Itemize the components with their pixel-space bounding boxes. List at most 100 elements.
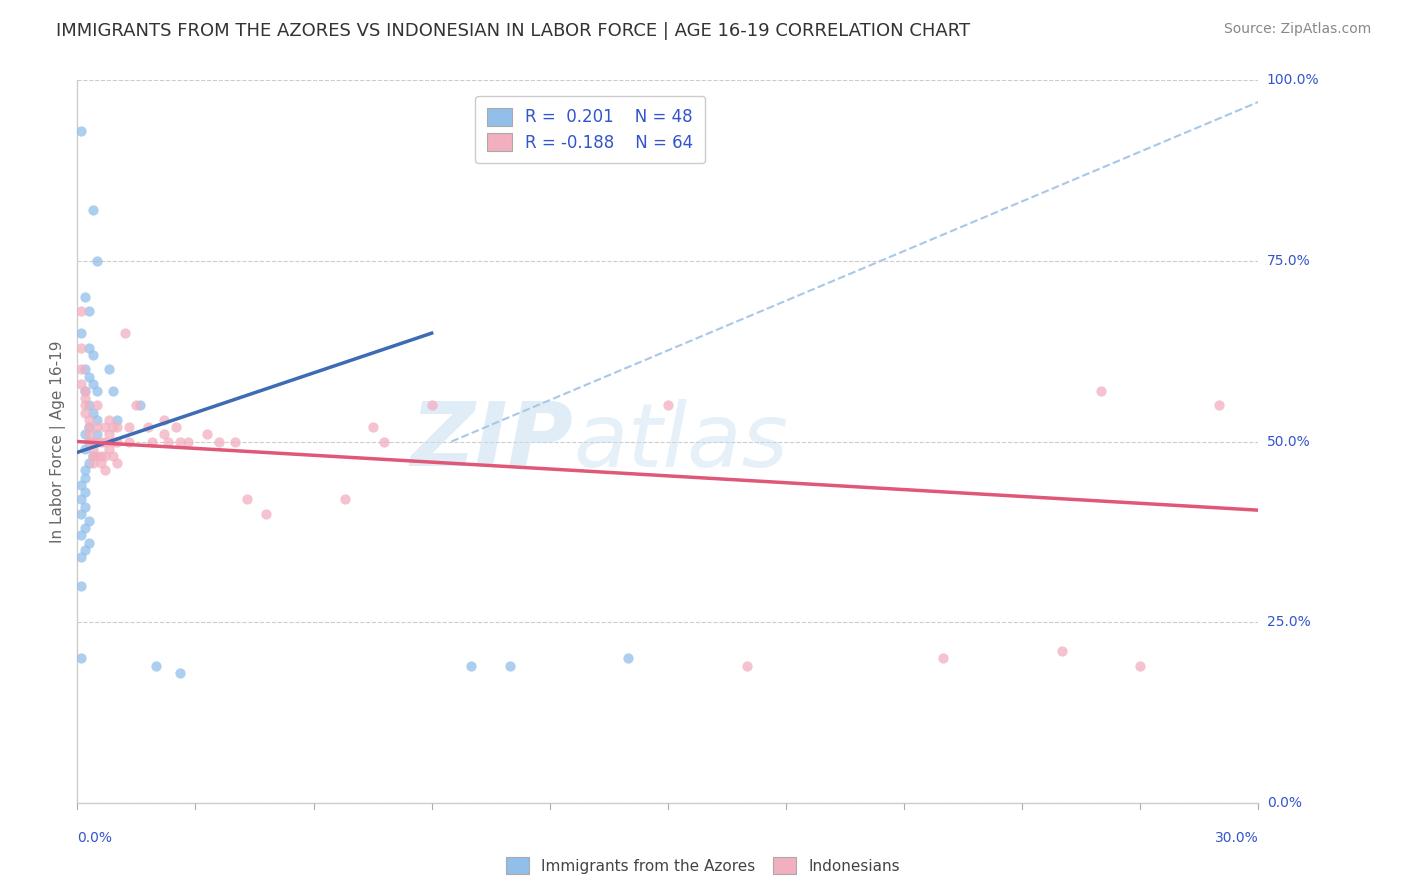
Point <box>70 124 93 138</box>
Point <box>70 651 93 665</box>
Text: 100.0%: 100.0% <box>1267 73 1319 87</box>
Point <box>75 542 97 557</box>
Point <box>75 406 97 420</box>
Point <box>86 434 108 449</box>
Point <box>86 427 108 442</box>
Point <box>136 420 159 434</box>
Point <box>97 427 120 442</box>
Point <box>735 658 758 673</box>
Point <box>117 434 139 449</box>
Point <box>70 478 93 492</box>
Point <box>70 579 93 593</box>
Legend: Immigrants from the Azores, Indonesians: Immigrants from the Azores, Indonesians <box>499 851 907 880</box>
Point <box>1090 384 1112 398</box>
Point <box>77 434 100 449</box>
Text: Source: ZipAtlas.com: Source: ZipAtlas.com <box>1223 22 1371 37</box>
Point <box>70 550 93 565</box>
Point <box>114 326 136 340</box>
Point <box>77 369 100 384</box>
Point <box>932 651 955 665</box>
Point <box>75 500 97 514</box>
Point <box>156 434 179 449</box>
Point <box>141 434 163 449</box>
Point <box>373 434 395 449</box>
Point <box>77 413 100 427</box>
Point <box>75 442 97 456</box>
Point <box>77 434 100 449</box>
Point <box>82 449 104 463</box>
Point <box>254 507 277 521</box>
Point <box>77 456 100 470</box>
Point <box>75 521 97 535</box>
Point <box>75 290 97 304</box>
Text: 75.0%: 75.0% <box>1267 254 1310 268</box>
Point <box>82 434 104 449</box>
Point <box>101 420 124 434</box>
Point <box>460 658 482 673</box>
Point <box>86 398 108 412</box>
Text: atlas: atlas <box>574 399 789 484</box>
Point <box>94 420 117 434</box>
Point <box>75 485 97 500</box>
Point <box>333 492 356 507</box>
Point <box>153 413 176 427</box>
Point <box>77 420 100 434</box>
Point <box>420 398 443 412</box>
Point <box>75 398 97 412</box>
Point <box>75 362 97 376</box>
Point <box>86 449 108 463</box>
Point <box>90 456 112 470</box>
Point <box>82 406 104 420</box>
Point <box>101 449 124 463</box>
Point <box>86 253 108 268</box>
Point <box>75 463 97 477</box>
Point <box>75 427 97 442</box>
Point <box>195 427 218 442</box>
Point <box>90 434 112 449</box>
Point <box>86 413 108 427</box>
Point <box>70 376 93 391</box>
Point <box>208 434 231 449</box>
Point <box>94 463 117 477</box>
Point <box>70 492 93 507</box>
Point <box>70 528 93 542</box>
Text: 25.0%: 25.0% <box>1267 615 1310 629</box>
Point <box>82 456 104 470</box>
Point <box>1129 658 1152 673</box>
Point <box>70 507 93 521</box>
Point <box>125 398 148 412</box>
Point <box>82 434 104 449</box>
Point <box>75 384 97 398</box>
Point <box>101 434 124 449</box>
Point <box>77 535 100 549</box>
Point <box>75 470 97 484</box>
Point <box>77 398 100 412</box>
Point <box>82 449 104 463</box>
Point <box>82 203 104 218</box>
Text: 50.0%: 50.0% <box>1267 434 1310 449</box>
Point <box>77 341 100 355</box>
Point <box>82 348 104 362</box>
Point <box>97 362 120 376</box>
Point <box>94 449 117 463</box>
Point <box>82 442 104 456</box>
Point <box>97 442 120 456</box>
Text: 30.0%: 30.0% <box>1215 830 1258 845</box>
Text: IMMIGRANTS FROM THE AZORES VS INDONESIAN IN LABOR FORCE | AGE 16-19 CORRELATION : IMMIGRANTS FROM THE AZORES VS INDONESIAN… <box>56 22 970 40</box>
Point <box>169 434 191 449</box>
Point <box>82 376 104 391</box>
Point <box>499 658 522 673</box>
Point <box>145 658 167 673</box>
Text: ZIP: ZIP <box>411 398 574 485</box>
Point <box>77 420 100 434</box>
Point <box>105 456 128 470</box>
Point <box>77 514 100 528</box>
Point <box>1050 644 1073 658</box>
Point <box>77 304 100 318</box>
Point <box>1208 398 1230 412</box>
Point <box>657 398 679 412</box>
Point <box>101 384 124 398</box>
Point <box>169 665 191 680</box>
Point <box>235 492 257 507</box>
Point <box>361 420 384 434</box>
